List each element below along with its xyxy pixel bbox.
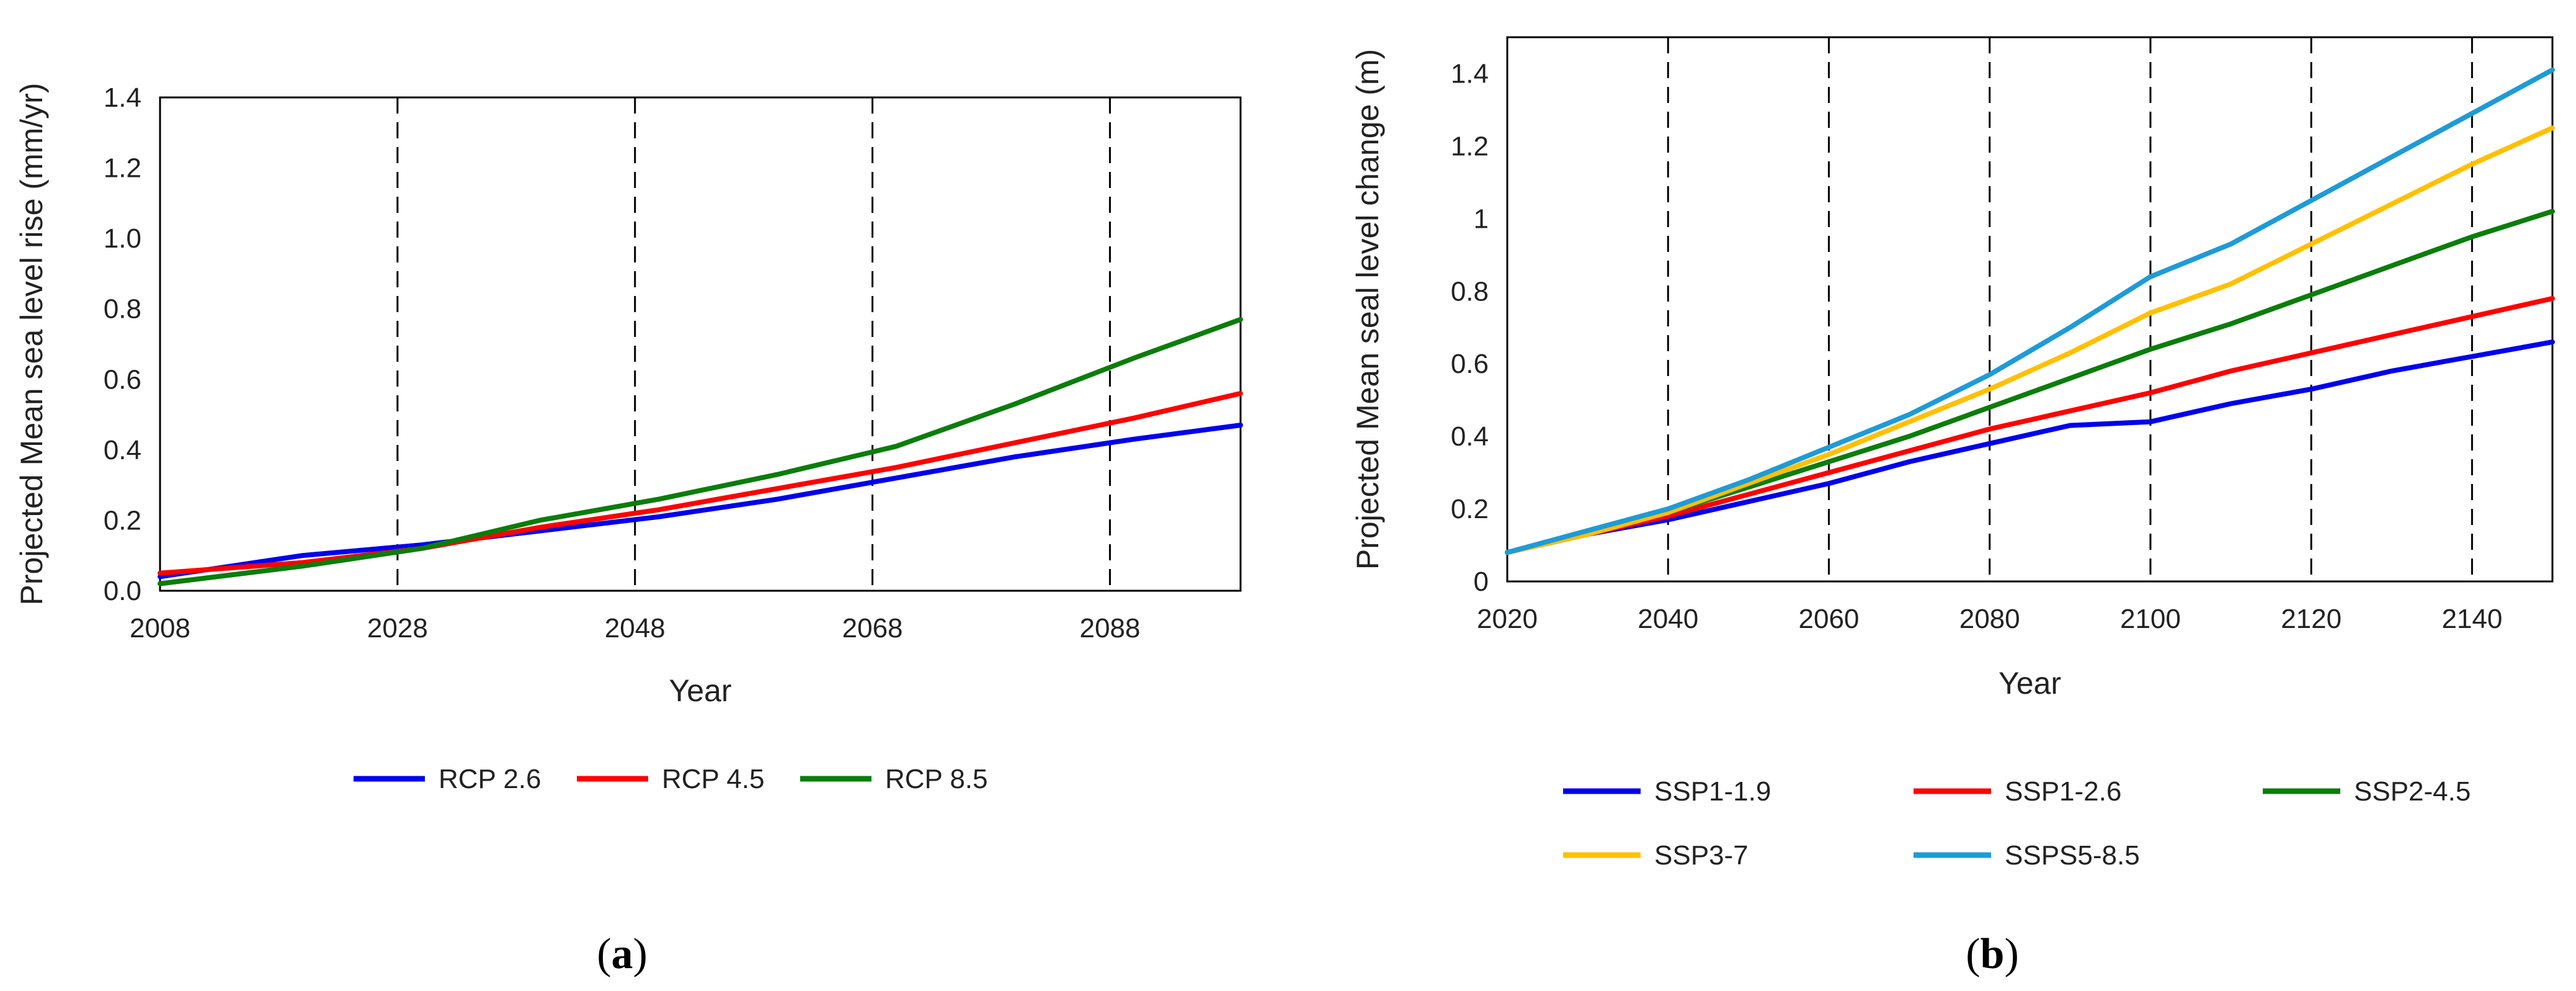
panel-label-close-paren: ) bbox=[633, 930, 648, 978]
x-tick-label: 2028 bbox=[367, 613, 428, 643]
panel-label-open-paren: ( bbox=[1966, 930, 1980, 978]
x-axis-label: Year bbox=[1999, 666, 2061, 701]
panel-label: (b) bbox=[1966, 930, 2019, 978]
y-tick-label: 0.0 bbox=[104, 576, 141, 606]
legend-item: RCP 4.5 bbox=[577, 764, 765, 794]
y-tick-label: 0.2 bbox=[104, 505, 141, 536]
panel-a-chart: 0.0 0.2 0.4 0.6 0.8 1.0 1.2 1.4 2008 2028 2048 2068… bbox=[14, 83, 1243, 978]
legend-item: SSP2-4.5 bbox=[2263, 776, 2471, 807]
y-axis-label: Projected Mean sea level rise (mm/yr) bbox=[14, 83, 49, 606]
legend-label: SSP2-4.5 bbox=[2354, 776, 2471, 807]
x-tick-label: 2060 bbox=[1799, 604, 1860, 634]
panel-b-chart: 0 0.2 0.4 0.6 0.8 1 1.2 1.4 2020 2040 2060 2080 2100… bbox=[1350, 36, 2555, 978]
legend-label: RCP 8.5 bbox=[885, 764, 988, 794]
series-line-ssps5-8-5 bbox=[1505, 67, 2555, 555]
series-line-ssp1-2-6 bbox=[1505, 296, 2555, 555]
panel-label-open-paren: ( bbox=[597, 930, 611, 978]
x-tick-label: 2048 bbox=[605, 613, 666, 643]
y-tick-label: 0.8 bbox=[1451, 276, 1489, 307]
series-line-rcp-8-5 bbox=[158, 316, 1243, 586]
panel-label: (a) bbox=[597, 930, 648, 978]
x-tick-label: 2068 bbox=[842, 613, 903, 643]
legend-item: RCP 8.5 bbox=[800, 764, 988, 794]
legend-label: SSP3-7 bbox=[1654, 840, 1749, 871]
x-tick-label: 2008 bbox=[130, 613, 190, 643]
x-tick-label: 2120 bbox=[2281, 604, 2342, 634]
x-axis-label: Year bbox=[669, 673, 731, 708]
legend-label: SSPS5-8.5 bbox=[2005, 840, 2140, 871]
y-tick-label: 0.6 bbox=[1451, 349, 1489, 379]
x-tick-label: 2140 bbox=[2441, 604, 2502, 634]
legend-label: SSP1-2.6 bbox=[2005, 776, 2121, 807]
legend-item: RCP 2.6 bbox=[354, 764, 541, 794]
panel-label-letter: b bbox=[1981, 930, 2005, 978]
y-tick-label: 0 bbox=[1474, 567, 1489, 597]
series-line-ssp1-1-9 bbox=[1505, 339, 2555, 555]
panel-label-letter: a bbox=[612, 930, 633, 978]
x-tick-label: 2080 bbox=[1959, 604, 2020, 634]
y-tick-label: 1.4 bbox=[104, 83, 141, 113]
legend-item: SSPS5-8.5 bbox=[1914, 840, 2140, 871]
legend-label: SSP1-1.9 bbox=[1654, 776, 1771, 807]
plot-frame bbox=[159, 96, 1242, 592]
legend-item: SSP3-7 bbox=[1563, 840, 1749, 871]
y-axis-label: Projected Mean seal level change (m) bbox=[1350, 49, 1385, 570]
y-tick-label: 0.4 bbox=[104, 435, 141, 465]
y-tick-label: 0.6 bbox=[104, 364, 141, 395]
legend-item: SSP1-1.9 bbox=[1563, 776, 1771, 807]
y-tick-label: 1 bbox=[1474, 204, 1489, 234]
legend: RCP 2.6 RCP 4.5 RCP 8.5 bbox=[354, 764, 988, 794]
legend-label: RCP 2.6 bbox=[439, 764, 541, 794]
y-tick-label: 0.4 bbox=[1451, 421, 1489, 452]
x-tick-label: 2100 bbox=[2120, 604, 2181, 634]
y-tick-label: 1.2 bbox=[104, 153, 141, 184]
panel-label-close-paren: ) bbox=[2004, 930, 2018, 978]
legend-item: SSP1-2.6 bbox=[1914, 776, 2121, 807]
series-line-rcp-2-6 bbox=[158, 423, 1243, 580]
x-tick-label: 2088 bbox=[1079, 613, 1140, 643]
y-tick-label: 1.4 bbox=[1451, 58, 1489, 89]
series-line-ssp3-7 bbox=[1505, 125, 2555, 555]
y-tick-label: 0.2 bbox=[1451, 494, 1489, 524]
x-tick-label: 2020 bbox=[1477, 604, 1538, 634]
y-tick-label: 0.8 bbox=[104, 294, 141, 325]
y-tick-label: 1.0 bbox=[104, 223, 141, 254]
x-tick-label: 2040 bbox=[1638, 604, 1698, 634]
plot-frame bbox=[1506, 36, 2554, 583]
y-tick-label: 1.2 bbox=[1451, 131, 1489, 161]
legend: SSP1-1.9 SSP1-2.6 SSP2-4.5 SSP3-7 SSPS5-8.5 bbox=[1563, 776, 2471, 871]
legend-label: RCP 4.5 bbox=[662, 764, 765, 794]
